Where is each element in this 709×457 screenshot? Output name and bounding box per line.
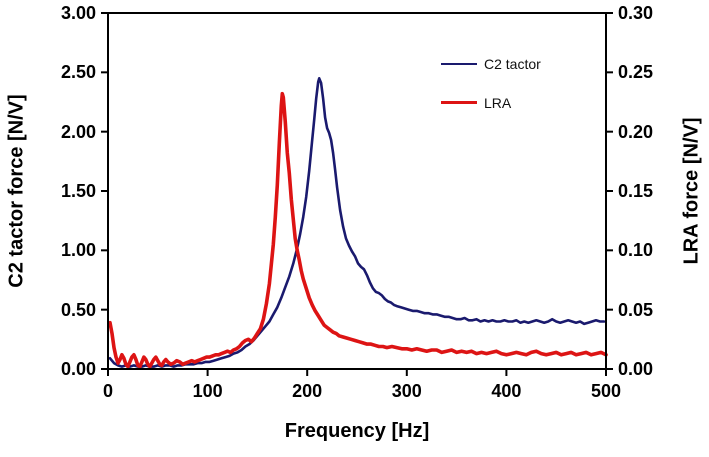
x-tick-label: 400 — [491, 381, 522, 401]
x-tick-label: 300 — [391, 381, 422, 401]
lra-curve — [108, 91, 608, 369]
legend-label-lra: LRA — [484, 94, 512, 111]
left-y-tick-label: 2.00 — [60, 121, 96, 142]
right-y-tick-label: 0.25 — [618, 62, 654, 83]
left-axis-title: C2 tactor force [N/V] — [5, 94, 28, 288]
left-y-tick-label: 0.00 — [60, 359, 96, 379]
legend-item-c2-tactor: C2 tactor — [441, 51, 541, 76]
right-y-tick-label: 0.10 — [618, 240, 654, 261]
x-tick-label: 0 — [102, 381, 113, 401]
left-y-tick-label: 2.50 — [60, 62, 96, 83]
right-y-tick-label: 0.05 — [618, 299, 654, 320]
right-y-tick-label: 0.30 — [618, 2, 654, 23]
x-tick-label: 500 — [590, 381, 622, 401]
left-y-tick-label: 1.00 — [60, 240, 96, 261]
x-tick-label: 200 — [292, 381, 323, 401]
x-axis-title: Frequency [Hz] — [284, 420, 430, 442]
right-axis-title: LRA force [N/V] — [680, 117, 703, 265]
legend-item-lra: LRA — [441, 90, 541, 115]
x-tick-label: 100 — [192, 381, 223, 401]
lra-line-swatch — [441, 101, 477, 104]
legend: C2 tactor LRA — [441, 51, 541, 115]
left-y-tick-label: 3.00 — [60, 3, 96, 23]
right-y-tick-label: 0.20 — [618, 121, 654, 142]
legend-label-c2-tactor: C2 tactor — [484, 55, 541, 72]
right-y-tick-label: 0.00 — [618, 359, 654, 379]
right-y-tick-label: 0.15 — [618, 181, 654, 201]
left-y-tick-label: 0.50 — [60, 299, 96, 320]
c2-tactor-line-swatch — [441, 62, 477, 65]
c2-tactor-curve — [108, 77, 606, 368]
left-y-tick-label: 1.50 — [60, 181, 96, 201]
plot-border — [107, 12, 607, 370]
